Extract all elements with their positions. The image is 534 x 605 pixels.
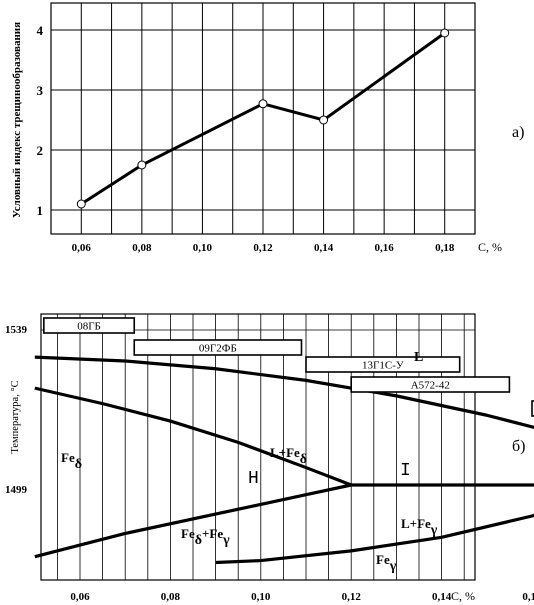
phase-label-fe-gamma-sub: γ bbox=[389, 559, 397, 574]
chart-a-x-tick-label: 0,10 bbox=[193, 242, 213, 254]
steel-grade-label: 08ГБ bbox=[77, 321, 101, 333]
chart-a-y-tick-label: 3 bbox=[37, 83, 44, 98]
steel-grade-label: 13Г1С-У bbox=[362, 360, 404, 372]
chart-a-x-axis-label: C, % bbox=[478, 240, 502, 254]
chart-b-steel-grades: 08ГБ 09Г2ФБ 13Г1С-У А572-42 S355 bbox=[43, 317, 534, 417]
steel-grade-rect bbox=[350, 376, 511, 393]
phase-label-l-fe-delta: L+Feδ bbox=[270, 445, 307, 467]
chart-b-x-tick-label: 0,10 bbox=[251, 591, 271, 603]
chart-a-data-point bbox=[440, 28, 450, 38]
chart-b-line-liquidus bbox=[34, 355, 534, 430]
chart-a-grid bbox=[51, 3, 476, 234]
chart-a-x-tick-labels: 0,06 0,08 0,10 0,12 0,14 0,16 0,18 bbox=[72, 242, 455, 254]
chart-a-y-tick-label: 4 bbox=[37, 23, 44, 38]
chart-b-x-tick-label: 0,08 bbox=[161, 591, 181, 603]
phase-label-l-fe-gamma: L+Feγ bbox=[401, 516, 438, 538]
chart-a-x-tick-label: 0,12 bbox=[253, 242, 273, 254]
phase-label-fe-delta: Feδ bbox=[61, 450, 82, 472]
phase-label-fdfg-fe2: +Fe bbox=[202, 526, 223, 541]
chart-a-x-tick-label: 0,08 bbox=[132, 242, 152, 254]
chart-b-y-tick-1499: 1499 bbox=[5, 484, 28, 496]
phase-label-fdfg-gamma: γ bbox=[222, 533, 230, 548]
phase-label-l-fe-gamma-main: L+Fe bbox=[401, 516, 431, 531]
chart-a-y-tick-label: 1 bbox=[37, 203, 44, 218]
chart-b-line-delta-gamma-boundary bbox=[34, 483, 352, 559]
phase-label-l: L bbox=[414, 350, 423, 365]
chart-a-series bbox=[76, 28, 450, 209]
phase-label-fe-gamma: Feγ bbox=[376, 552, 397, 574]
chart-b-y-axis-label: Температура, °C bbox=[10, 380, 21, 453]
chart-a-y-tick-label: 2 bbox=[37, 143, 44, 158]
steel-grade-box: А572-42 bbox=[350, 376, 511, 393]
phase-label-l-fe-delta-sub: δ bbox=[300, 452, 307, 467]
chart-b-x-tick-label: 0,06 bbox=[70, 591, 90, 603]
chart-a-x-tick-label: 0,14 bbox=[314, 242, 334, 254]
steel-grade-box: 08ГБ bbox=[43, 317, 136, 334]
phase-label-fe-delta-main: Fe bbox=[61, 450, 75, 465]
steel-grade-label: А572-42 bbox=[411, 380, 450, 392]
steel-grade-rect bbox=[43, 317, 136, 334]
chart-a-y-axis-label: Условный индекс трещинообразования bbox=[11, 22, 23, 218]
chart-b-line-delta-solidus bbox=[34, 386, 352, 487]
steel-grade-box: S355 bbox=[531, 400, 534, 417]
panel-b-label: б) bbox=[512, 438, 525, 455]
chart-a-x-tick-label: 0,06 bbox=[72, 242, 92, 254]
panel-a-label: а) bbox=[512, 124, 524, 141]
phase-label-fe-gamma-main: Fe bbox=[376, 552, 390, 567]
phase-label-l-fe-delta-main: L+Fe bbox=[270, 445, 300, 460]
chart-a-data-point bbox=[76, 199, 86, 209]
chart-b-x-tick-labels: 0,060,080,100,120,140,160,18 bbox=[70, 591, 534, 603]
phase-label-fdfg-fe1: Fe bbox=[181, 526, 195, 541]
chart-a-data-point bbox=[319, 115, 329, 125]
phase-label-fe-delta-fe-gamma: Feδ+Feγ bbox=[181, 526, 230, 548]
chart-a-x-tick-label: 0,18 bbox=[435, 242, 455, 254]
chart-a-y-tick-labels: 1 2 3 4 bbox=[37, 23, 44, 218]
phase-label-fe-delta-sub: δ bbox=[75, 457, 82, 472]
chart-a-data-point bbox=[258, 99, 268, 109]
steel-grade-rect bbox=[133, 339, 303, 356]
chart-a-x-tick-label: 0,16 bbox=[375, 242, 395, 254]
steel-grade-label: 09Г2ФБ bbox=[199, 343, 237, 355]
steel-grade-rect bbox=[531, 400, 534, 417]
chart-b-x-tick-label: 0,14 bbox=[432, 591, 452, 603]
chart-a-data-point bbox=[137, 160, 147, 170]
phase-label-fdfg-delta: δ bbox=[195, 533, 202, 548]
chart-b-x-tick-label: 0,12 bbox=[342, 591, 362, 603]
steel-grade-box: 13Г1С-У bbox=[305, 356, 461, 373]
chart-b-x-tick-label: 0,16 bbox=[522, 591, 534, 603]
chart-b-y-tick-1539: 1539 bbox=[5, 324, 28, 336]
chart-b-x-axis-label: C, % bbox=[451, 589, 475, 603]
point-label-h: H bbox=[248, 469, 259, 489]
chart-a: 0,06 0,08 0,10 0,12 0,14 0,16 0,18 1 2 3 4 C, % У… bbox=[11, 2, 524, 254]
steel-grade-rect bbox=[305, 356, 461, 373]
steel-grade-box: 09Г2ФБ bbox=[133, 339, 303, 356]
point-label-i: I bbox=[400, 461, 411, 481]
chart-b-line-gamma-solidus bbox=[215, 513, 534, 565]
phase-label-l-fe-gamma-sub: γ bbox=[430, 523, 438, 538]
chart-b: 0,060,080,100,120,140,160,18 08ГБ09Г2ФБ1… bbox=[5, 313, 534, 603]
chart-b-frame bbox=[40, 313, 476, 581]
chart-b-phase-lines bbox=[34, 355, 534, 565]
